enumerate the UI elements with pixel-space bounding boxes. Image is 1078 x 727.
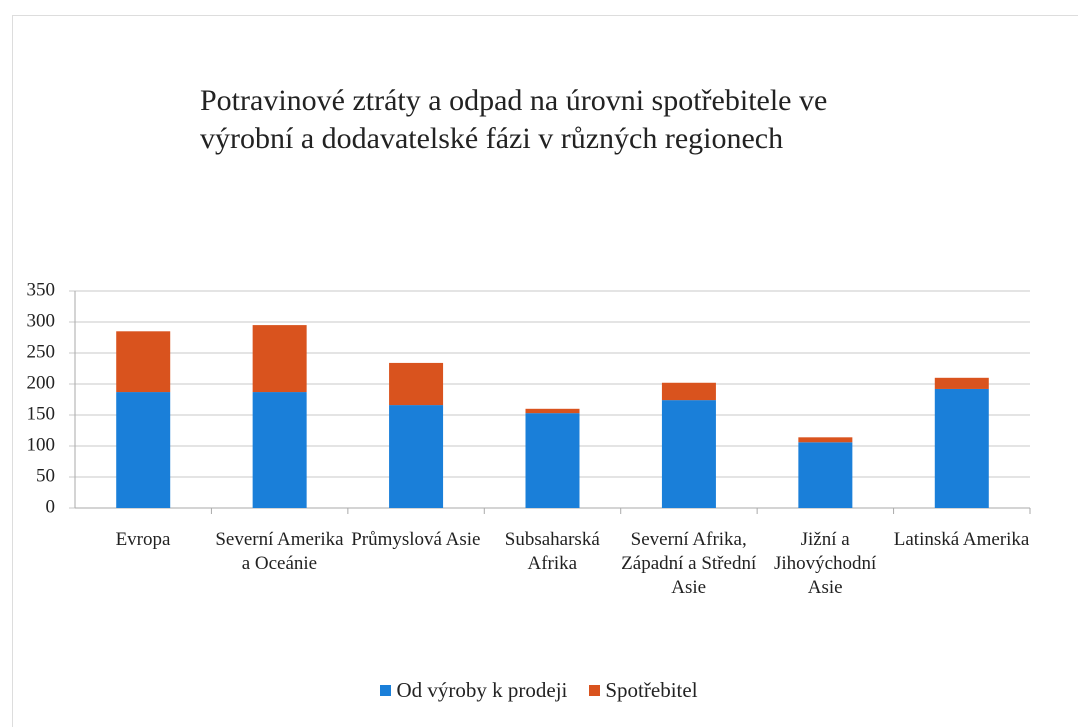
chart-title: Potravinové ztráty a odpad na úrovni spo… [200,84,828,155]
legend-label: Spotřebitel [605,678,698,702]
legend-label: Od výroby k prodeji [396,678,568,702]
y-tick-label: 0 [46,496,56,517]
x-tick-label: Subsaharská Afrika [504,529,600,574]
bar-segment [934,377,989,389]
legend-swatch [380,685,392,696]
y-tick-label: 300 [27,310,56,331]
legend-item: Spotřebitel [589,678,698,703]
bar-segment [116,331,171,393]
y-tick-label: 250 [27,341,56,362]
bar-segment [525,408,580,414]
y-tick-label: 100 [27,434,56,455]
bar-segment [661,382,716,401]
x-tick-label: Evropa [115,529,171,550]
x-tick-label: Jižní a Jihovýchodní Asie [773,529,877,598]
bar-segment [525,413,580,508]
bar-segment [252,325,307,393]
x-tick-label: Severní Amerika a Oceánie [215,529,344,574]
x-tick-label: Průmyslová Asie [351,529,481,550]
legend-item: Od výroby k prodeji [380,678,567,703]
bar-segment [798,437,853,443]
y-tick-label: 50 [36,465,55,486]
legend-swatch [589,685,601,696]
y-tick-label: 350 [27,279,56,300]
y-tick-label: 150 [27,403,56,424]
bar-segment [116,392,171,508]
bar-segment [798,442,853,508]
bar-segment [661,400,716,508]
legend: Od výroby k prodeji Spotřebitel [0,678,1078,703]
bar-segment [389,362,444,406]
y-tick-label: 200 [27,372,56,393]
chart-frame [12,15,1078,727]
x-tick-label: Severní Afrika, Západní a Střední Asie [621,529,757,598]
bar-segment [252,392,307,508]
x-tick-label: Latinská Amerika [893,529,1030,550]
bar-segment [389,405,444,508]
bar-segment [934,388,989,508]
